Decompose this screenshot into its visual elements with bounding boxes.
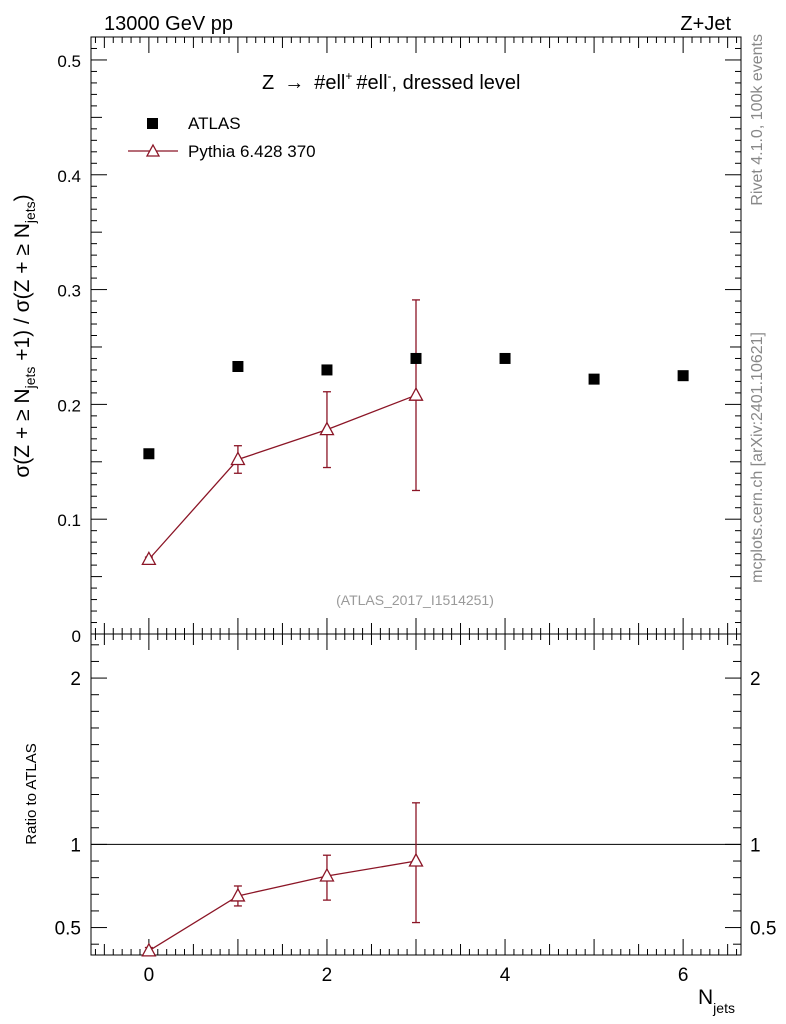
legend: ATLAS Pythia 6.428 370 (128, 114, 316, 161)
atlas-point (321, 364, 333, 376)
ratio-point (230, 887, 246, 902)
ratio-series-line (148, 860, 417, 952)
main-y-tick-label: 0.1 (57, 511, 81, 530)
atlas-point (143, 448, 155, 460)
x-tick-labels: 0 2 4 6 (144, 965, 689, 986)
ratio-point (319, 867, 335, 882)
legend-pythia-label: Pythia 6.428 370 (188, 142, 316, 161)
pythia-point (141, 551, 157, 566)
main-axis-ticks (91, 36, 741, 635)
atlas-point (499, 352, 511, 364)
main-y-zero-label: 0 (72, 627, 81, 646)
atlas-point (588, 373, 600, 385)
ratio-y-tick-label: 0.5 (55, 919, 81, 940)
ratio-y-tick-label-right: 1 (750, 835, 761, 856)
header-right: Z+Jet (680, 13, 731, 35)
legend-atlas-label: ATLAS (188, 114, 241, 133)
ratio-y-tick-labels-right: 0.5 1 2 (750, 669, 776, 939)
ratio-point (141, 942, 157, 957)
x-tick-label: 2 (322, 965, 333, 986)
pythia-point (408, 386, 424, 401)
main-y-tick-label: 0.3 (57, 282, 81, 301)
ratio-y-tick-label: 1 (70, 835, 81, 856)
ratio-y-axis-title: Ratio to ATLAS (23, 743, 40, 844)
plot-title: Z → #ell+ #ell-, dressed level (262, 69, 520, 94)
main-y-tick-label: 0.4 (57, 167, 81, 186)
legend-atlas-marker (147, 118, 158, 129)
x-tick-label: 6 (678, 965, 689, 986)
atlas-point (232, 360, 244, 372)
x-axis-title: Njets (698, 986, 735, 1016)
legend-pythia-marker (145, 143, 161, 157)
ratio-y-tick-labels-left: 0.5 1 2 (55, 669, 81, 939)
main-y-axis-title: σ(Z + ≥ Njets +1) / σ(Z + ≥ Njets) (11, 194, 38, 477)
analysis-watermark: (ATLAS_2017_I1514251) (336, 592, 494, 608)
mcplots-label: mcplots.cern.ch [arXiv:2401.10621] (749, 332, 766, 583)
main-data-layer (141, 299, 689, 566)
ratio-point (408, 852, 424, 867)
ratio-data-layer (141, 802, 424, 957)
atlas-point (677, 370, 689, 382)
rivet-label: Rivet 4.1.0, 100k events (749, 34, 766, 206)
x-tick-label: 4 (500, 965, 511, 986)
ratio-y-tick-label-right: 0.5 (750, 919, 776, 940)
main-y-tick-label: 0.2 (57, 396, 81, 415)
header-left: 13000 GeV pp (104, 13, 233, 35)
main-y-tick-label: 0.5 (57, 52, 81, 71)
ratio-y-tick-label-right: 2 (750, 669, 761, 690)
atlas-point (410, 352, 422, 364)
pythia-point (319, 421, 335, 436)
x-tick-label: 0 (144, 965, 155, 986)
pythia-point (230, 451, 246, 466)
pythia-series-line (148, 394, 417, 560)
main-y-tick-labels: 0.1 0.2 0.3 0.4 0.5 (57, 52, 81, 530)
ratio-y-tick-label: 2 (70, 669, 81, 690)
